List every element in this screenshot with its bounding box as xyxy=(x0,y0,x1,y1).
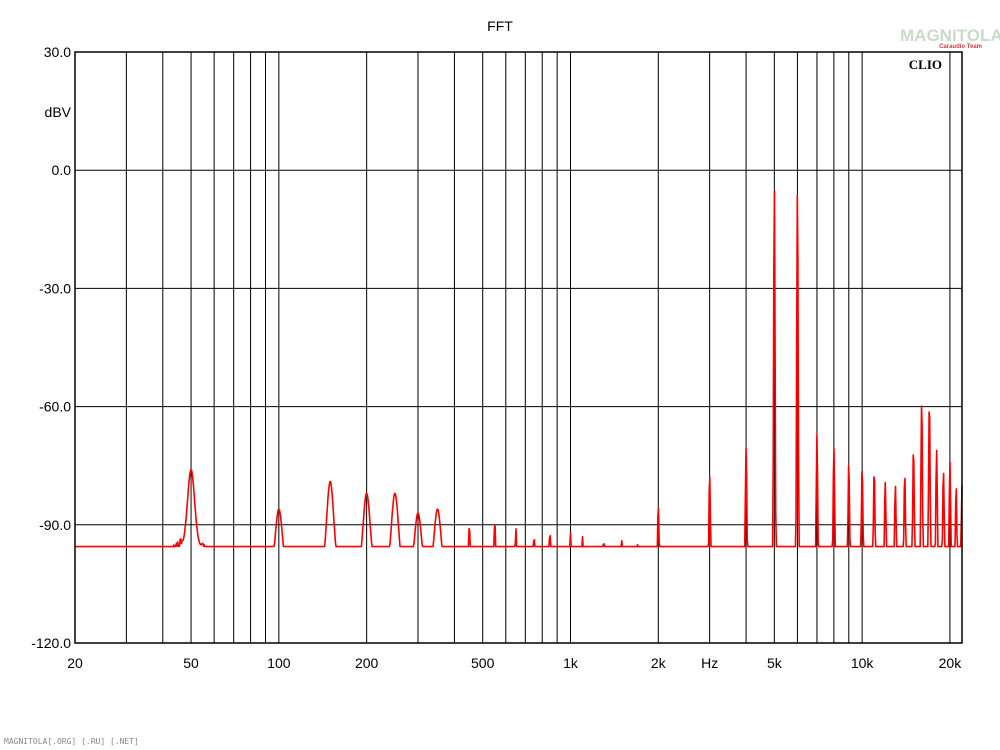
plot-frame xyxy=(74,51,963,644)
x-axis-ticks: 20 50 100 200 500 1k 2k 5k 10k 20k Hz xyxy=(67,655,962,671)
y-axis-unit: dBV xyxy=(45,104,72,120)
y-tick-label: 30.0 xyxy=(44,44,71,60)
x-tick-label: 5k xyxy=(767,655,783,671)
y-tick-label: 0.0 xyxy=(52,162,72,178)
y-axis-ticks: 30.0 0.0 -30.0 -60.0 -90.0 -120.0 xyxy=(31,44,71,651)
x-axis-unit: Hz xyxy=(701,655,718,671)
x-tick-label: 20k xyxy=(939,655,963,671)
x-tick-label: 2k xyxy=(651,655,667,671)
x-tick-label: 500 xyxy=(471,655,495,671)
y-tick-label: -120.0 xyxy=(31,635,71,651)
y-tick-label: -30.0 xyxy=(39,280,71,296)
y-tick-label: -60.0 xyxy=(39,399,71,415)
y-tick-label: -90.0 xyxy=(39,517,71,533)
x-tick-label: 20 xyxy=(67,655,83,671)
fft-trace xyxy=(74,190,963,548)
footer-watermark: MAGNITOLA[.ORG] [.RU] [.NET] xyxy=(4,737,139,746)
brand-watermark: MAGNITOLA Caraudio Team xyxy=(900,26,1000,50)
x-tick-label: 200 xyxy=(355,655,379,671)
grid xyxy=(75,51,962,644)
brand-name: MAGNITOLA xyxy=(900,26,1000,45)
clio-badge: CLIO xyxy=(909,57,942,72)
chart-title: FFT xyxy=(487,18,513,34)
x-tick-label: 10k xyxy=(851,655,875,671)
x-tick-label: 1k xyxy=(563,655,579,671)
x-tick-label: 50 xyxy=(183,655,199,671)
x-tick-label: 100 xyxy=(267,655,291,671)
brand-subtitle: Caraudio Team xyxy=(939,44,982,50)
